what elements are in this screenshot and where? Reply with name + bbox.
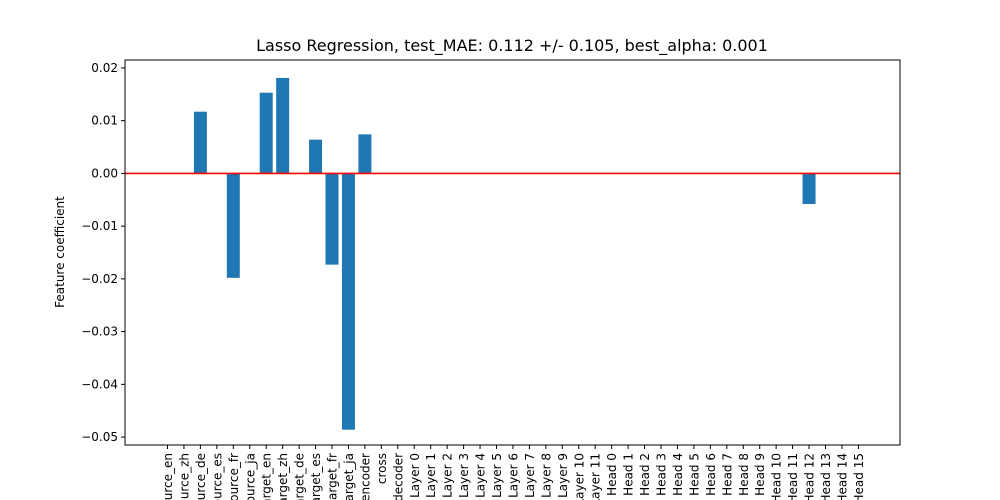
y-axis-label: Feature coefficient [53,196,67,308]
y-tick-label: 0.02 [91,61,118,75]
x-tick-label: Layer 0 [408,453,422,498]
x-tick-label: Head 2 [638,453,652,496]
y-tick-label: −0.01 [81,219,118,233]
y-tick-label: −0.03 [81,325,118,339]
x-tick-label: Layer 3 [457,453,471,498]
x-tick-label: source_de [194,453,208,500]
x-tick-label: Head 12 [803,453,817,500]
x-tick-label: Head 8 [737,453,751,496]
x-tick-label: target_ja [342,453,356,500]
x-tick-label: Head 6 [704,453,718,496]
x-tick-label: Layer 10 [572,453,586,500]
bar-11 [341,173,355,430]
x-tick-label: target_es [309,453,323,500]
x-axis: source_en source_zh source_de source_es sour… [161,445,866,500]
x-tick-label: target_fr [326,453,340,500]
y-tick-label: −0.02 [81,272,118,286]
x-tick-label: Layer 9 [556,453,570,498]
x-tick-label: source_es [210,453,224,500]
y-tick-label: −0.05 [81,430,118,444]
x-tick-label: source_en [161,453,175,500]
x-tick-label: target_zh [276,453,290,500]
y-tick-label: 0.00 [91,166,118,180]
x-tick-label: Head 0 [605,453,619,496]
x-tick-label: Head 10 [770,453,784,500]
x-tick-label: encoder [358,453,372,500]
x-tick-label: Head 9 [753,453,767,496]
x-tick-label: Head 3 [655,453,669,496]
bar-39 [802,173,816,204]
x-tick-label: Head 7 [720,453,734,496]
x-tick-label: Head 13 [819,453,833,500]
bar-9 [309,139,323,174]
y-tick-label: −0.04 [81,377,118,391]
x-tick-label: Head 11 [786,453,800,500]
x-tick-label: cross [375,453,389,484]
x-tick-label: source_ja [243,453,257,500]
y-tick-label: 0.01 [91,114,118,128]
x-tick-label: Layer 8 [539,453,553,498]
bar-7 [276,77,290,174]
x-tick-label: source_zh [177,453,191,500]
bar-12 [358,134,372,174]
x-tick-label: Layer 7 [523,453,537,498]
x-tick-label: Layer 4 [474,453,488,498]
x-tick-label: Layer 6 [506,453,520,498]
x-tick-label: Head 14 [835,453,849,500]
bars [193,77,816,430]
chart-title: Lasso Regression, test_MAE: 0.112 +/- 0.… [256,36,768,56]
x-tick-label: Layer 1 [424,453,438,498]
x-tick-label: decoder [391,453,405,500]
x-tick-label: source_fr [227,453,241,500]
x-tick-label: Layer 2 [441,453,455,498]
y-axis: −0.05 −0.04 −0.03 −0.02 −0.01 0.00 0.01 0.02 [81,61,125,444]
bar-6 [259,92,273,174]
x-tick-label: Head 5 [687,453,701,496]
bar-2 [193,111,207,174]
x-tick-label: Layer 5 [490,453,504,498]
bar-10 [325,173,339,265]
x-tick-label: Layer 11 [589,453,603,500]
x-tick-label: Head 1 [622,453,636,496]
x-tick-label: target_de [293,453,307,500]
bar-4 [226,173,240,278]
x-tick-label: Head 15 [852,453,866,500]
plot-frame [124,59,901,446]
x-tick-label: target_en [260,453,274,500]
x-tick-label: Head 4 [671,453,685,496]
